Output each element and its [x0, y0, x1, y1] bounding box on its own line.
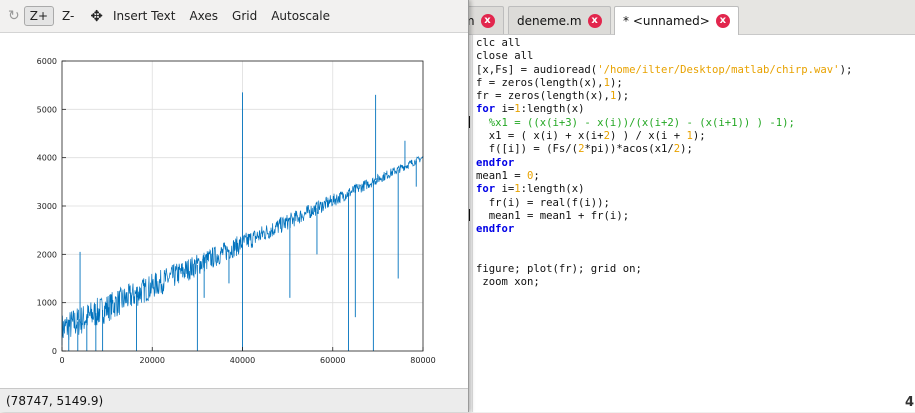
y-tick-label: 5000	[37, 105, 57, 114]
code-token: );	[692, 130, 706, 143]
close-tab-icon[interactable]: x	[587, 13, 602, 28]
code-token: endfor	[476, 156, 515, 169]
grid-button[interactable]: Grid	[232, 9, 258, 23]
autoscale-button[interactable]: Autoscale	[271, 9, 330, 23]
code-line: for i=1:length(x)	[476, 103, 584, 115]
code-token: endfor	[476, 223, 515, 236]
code-token: 0	[527, 169, 534, 182]
code-token: clc all	[476, 37, 521, 49]
code-token: x1 = ( x(i) + x(i+	[476, 130, 604, 143]
code-token: for	[476, 103, 496, 116]
x-tick-label: 80000	[410, 356, 435, 365]
corner-indicator: 4	[904, 395, 914, 410]
code-line: f([i]) = (Fs/(2*pi))*acos(x1/2);	[476, 143, 693, 155]
code-token: fr(i) = real(f(i));	[476, 196, 610, 209]
code-line: endfor	[476, 157, 514, 169]
code-editor[interactable]: clc all close all [x,Fs] = audioread('/h…	[476, 37, 852, 290]
code-token: mean1 = mean1 + fr(i);	[476, 209, 630, 222]
code-token: *pi))*acos(x1/	[584, 143, 674, 156]
code-line: figure; plot(fr); grid on;	[476, 263, 642, 275]
rotate-icon[interactable]: ↻	[8, 8, 20, 24]
code-token: 1	[686, 130, 693, 143]
code-line: close all	[476, 50, 533, 62]
code-line: fr(i) = real(f(i));	[476, 197, 610, 209]
axes-button[interactable]: Axes	[189, 9, 219, 23]
code-token: 2	[603, 130, 610, 143]
code-token: 1	[514, 183, 521, 196]
x-tick-label: 20000	[140, 356, 165, 365]
code-token: mean1 =	[476, 169, 528, 182]
code-token: i=	[495, 183, 515, 196]
editor-window: .m x deneme.m x * <unnamed> x clc all cl…	[450, 0, 915, 412]
code-token: close all	[476, 50, 534, 63]
y-tick-label: 0	[52, 347, 57, 356]
code-token: );	[616, 90, 630, 103]
code-line: %x1 = ((x(i+3) - x(i))/(x(i+2) - (x(i+1)…	[476, 117, 795, 129]
code-token: 1	[609, 90, 617, 103]
tab-label: deneme.m	[517, 13, 582, 28]
code-token: i=	[495, 103, 515, 116]
x-tick-label: 0	[59, 356, 64, 365]
code-token: ) ) / x(i +	[609, 130, 687, 143]
tab-unnamed[interactable]: * <unnamed> x	[614, 6, 739, 35]
code-line: fr = zeros(length(x),1);	[476, 90, 629, 102]
code-token: for	[476, 183, 496, 196]
x-tick-label: 40000	[230, 356, 255, 365]
code-token: 1	[514, 103, 521, 116]
code-line: x1 = ( x(i) + x(i+2) ) / x(i + 1);	[476, 130, 706, 142]
tick-labels: 0 20000 40000 60000 80000 0 1000 2000 3000 4000 50…	[37, 57, 436, 365]
code-token: 2	[578, 143, 585, 156]
figure-window: ↻ Z+ Z- ✥ Insert Text Axes Grid Autoscal…	[0, 0, 469, 412]
cursor-coordinates: (78747, 5149.9)	[6, 394, 104, 408]
code-line: mean1 = mean1 + fr(i);	[476, 210, 629, 222]
y-tick-label: 6000	[37, 57, 57, 66]
code-line: [x,Fs] = audioread('/home/ilter/Desktop/…	[476, 64, 852, 76]
y-tick-label: 4000	[37, 154, 57, 163]
code-token: %x1 = ((x(i+3) - x(i))/(x(i+2) - (x(i+1)…	[476, 116, 795, 129]
code-token: figure; plot(fr); grid on;	[476, 263, 642, 276]
code-token: 1	[603, 76, 610, 89]
code-line: mean1 = 0;	[476, 170, 540, 182]
close-tab-icon[interactable]: x	[715, 14, 730, 28]
y-tick-label: 1000	[37, 299, 57, 308]
code-token: :length(x)	[520, 103, 585, 116]
code-token: f([i]) = (Fs/(	[476, 143, 579, 156]
code-token: 2	[673, 143, 681, 156]
plot-canvas[interactable]: 0 20000 40000 60000 80000 0 1000 2000 3000 4000 50…	[0, 33, 468, 385]
x-tick-label: 60000	[320, 356, 345, 365]
code-token: f = zeros(length(x),	[476, 76, 604, 89]
tab-label: * <unnamed>	[623, 14, 710, 28]
code-line: f = zeros(length(x),1);	[476, 77, 623, 89]
code-token: );	[609, 76, 623, 89]
pan-move-icon[interactable]: ✥	[90, 7, 103, 25]
code-token: [x,Fs] = audioread(	[476, 63, 598, 76]
code-token: '/home/ilter/Desktop/matlab/chirp.wav'	[597, 63, 840, 76]
editor-tab-bar: .m x deneme.m x * <unnamed> x	[450, 0, 915, 35]
zoom-out-button[interactable]: Z-	[62, 9, 75, 23]
figure-toolbar: ↻ Z+ Z- ✥ Insert Text Axes Grid Autoscal…	[0, 0, 468, 33]
insert-text-button[interactable]: Insert Text	[112, 9, 176, 23]
code-token: zoom xon;	[476, 276, 540, 289]
code-line: for i=1:length(x)	[476, 183, 584, 195]
code-line: zoom xon;	[476, 276, 540, 289]
code-token: fr = zeros(length(x),	[476, 90, 610, 103]
close-tab-icon[interactable]: x	[480, 13, 495, 28]
zoom-in-button[interactable]: Z+	[23, 6, 55, 26]
code-token: );	[839, 63, 853, 76]
data-series	[61, 92, 424, 351]
y-tick-label: 3000	[37, 202, 57, 211]
y-tick-label: 2000	[37, 250, 57, 259]
code-token: :length(x)	[520, 183, 585, 196]
tab-deneme[interactable]: deneme.m x	[508, 6, 611, 34]
code-token: ;	[533, 169, 540, 182]
code-token: );	[680, 143, 693, 156]
code-line: clc all	[476, 37, 521, 49]
code-line: endfor	[476, 223, 514, 235]
status-bar: (78747, 5149.9)	[0, 388, 468, 412]
